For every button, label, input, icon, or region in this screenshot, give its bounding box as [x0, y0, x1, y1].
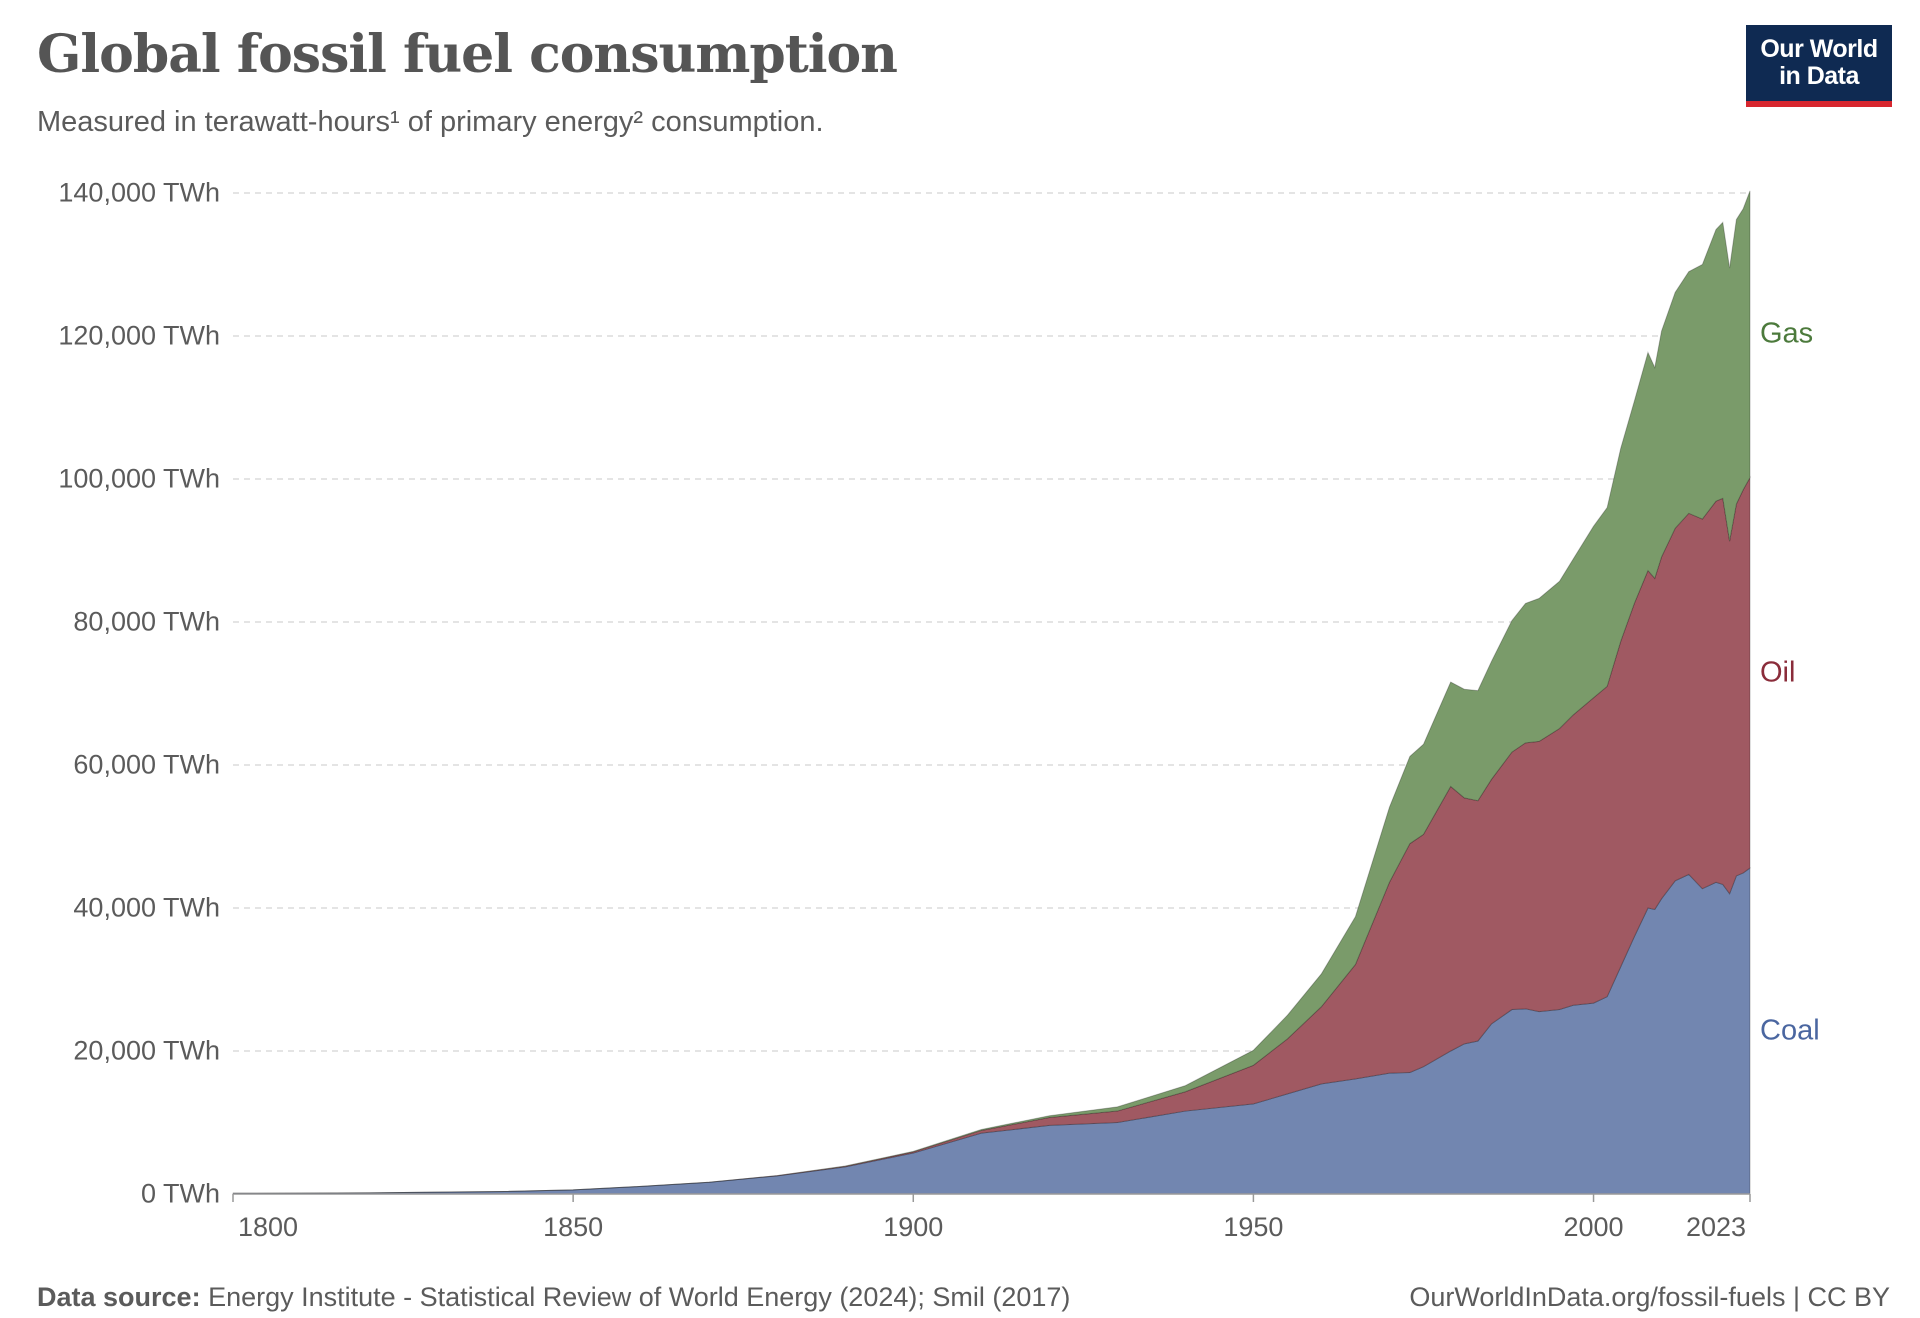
- area-gas: [232, 190, 1751, 1194]
- y-tick-label: 120,000 TWh: [58, 320, 220, 351]
- y-tick-label: 140,000 TWh: [58, 177, 220, 208]
- y-tick-label: 60,000 TWh: [73, 749, 220, 780]
- data-source: Data source: Energy Institute - Statisti…: [37, 1282, 1070, 1313]
- chart-subtitle: Measured in terawatt-hours¹ of primary e…: [37, 106, 824, 138]
- y-tick-label: 80,000 TWh: [73, 606, 220, 637]
- y-tick-label: 20,000 TWh: [73, 1035, 220, 1066]
- logo-line-2: in Data: [1779, 62, 1859, 90]
- x-tick-label: 1800: [237, 1212, 299, 1242]
- x-tick-label: 1850: [543, 1212, 604, 1242]
- data-source-label: Data source:: [37, 1282, 201, 1312]
- x-tick-label: 2000: [1563, 1212, 1624, 1242]
- logo-red-bar: [1746, 101, 1892, 107]
- series-label-oil: Oil: [1760, 656, 1796, 689]
- x-tick-label: 2023: [1685, 1212, 1747, 1242]
- series-label-gas: Gas: [1760, 317, 1814, 350]
- footer-url[interactable]: OurWorldInData.org/fossil-fuels | CC BY: [1409, 1282, 1890, 1312]
- y-tick-label: 100,000 TWh: [58, 463, 220, 494]
- logo-line-1: Our World: [1760, 35, 1878, 63]
- y-tick-label: 40,000 TWh: [73, 892, 220, 923]
- chart-title: Global fossil fuel consumption: [37, 24, 898, 85]
- x-tick-label: 1900: [883, 1212, 944, 1242]
- y-tick-label: 0 TWh: [140, 1178, 220, 1209]
- data-source-text: Energy Institute - Statistical Review of…: [200, 1282, 1071, 1312]
- series-label-coal: Coal: [1760, 1014, 1820, 1047]
- owid-logo[interactable]: Our World in Data: [1746, 25, 1892, 107]
- x-tick-label: 1950: [1223, 1212, 1284, 1242]
